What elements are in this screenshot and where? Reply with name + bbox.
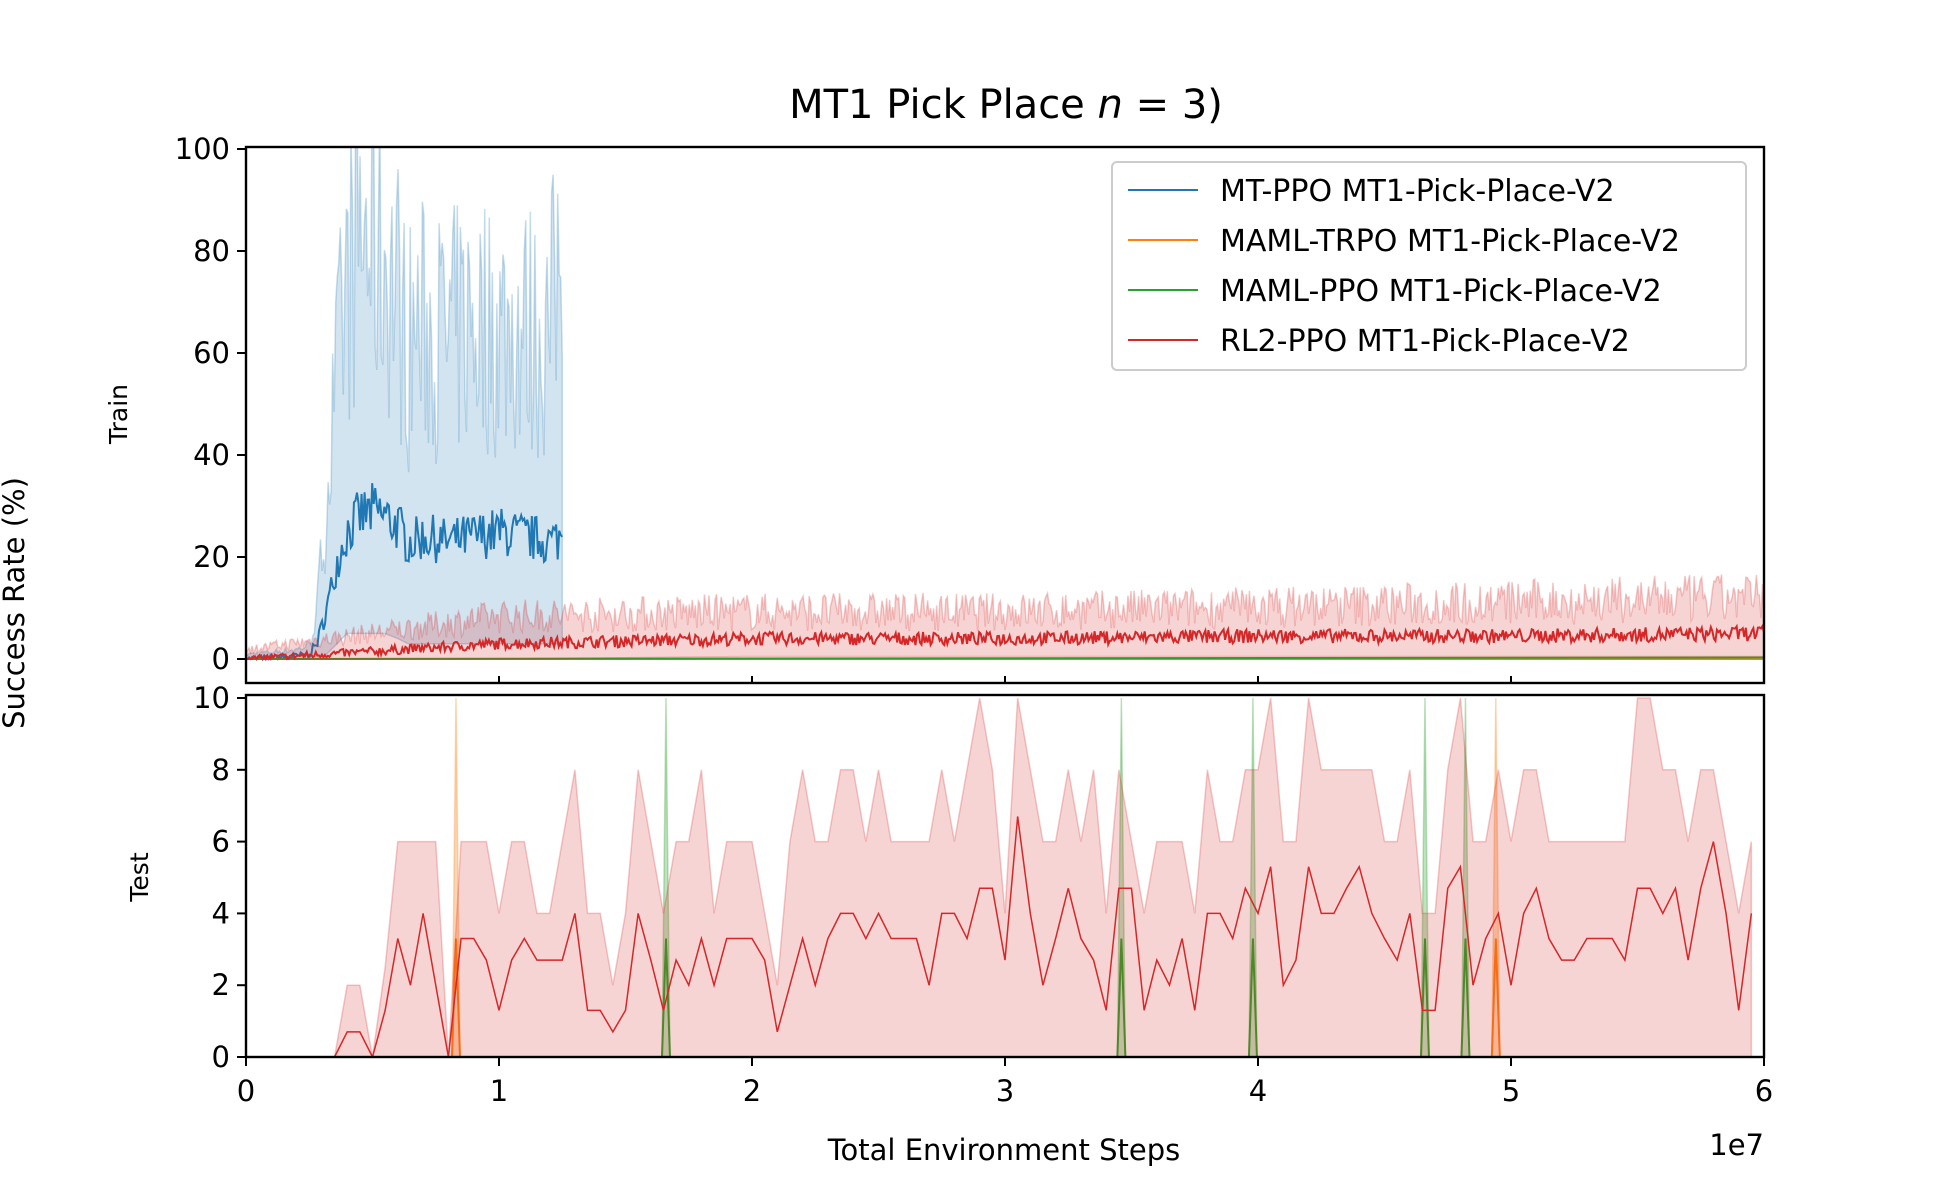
test-plot-area: 0 2 4 6 8 10 0 1 2 3 4 5 6 bbox=[193, 681, 1773, 1108]
legend-label: MT-PPO MT1-Pick-Place-V2 bbox=[1220, 174, 1615, 209]
legend-label: MAML-TRPO MT1-Pick-Place-V2 bbox=[1220, 224, 1680, 259]
y-tick-label: 80 bbox=[193, 234, 230, 268]
legend: MT-PPO MT1-Pick-Place-V2 MAML-TRPO MT1-Pi… bbox=[1111, 161, 1747, 371]
test-line-maml-ppo-mt1-pick-place-v2-4 bbox=[1460, 938, 1471, 1057]
test-line-maml-ppo-mt1-pick-place-v2-2 bbox=[1247, 938, 1258, 1057]
x-tick-label: 1 bbox=[490, 1074, 508, 1108]
x-axis-multiplier: 1e7 bbox=[1709, 1128, 1764, 1162]
x-axis-label: Total Environment Steps bbox=[827, 1133, 1180, 1167]
y-tick-label: 20 bbox=[193, 540, 230, 574]
y-tick-label: 10 bbox=[193, 681, 230, 715]
train-line-maml-ppo-mt1-pick-place-v2 bbox=[246, 656, 1764, 660]
test-line-maml-ppo-mt1-pick-place-v2-1 bbox=[1116, 938, 1127, 1057]
legend-label: RL2-PPO MT1-Pick-Place-V2 bbox=[1220, 324, 1630, 359]
test-line-maml-trpo-mt1-pick-place-v2-1 bbox=[1490, 938, 1501, 1057]
test-line-maml-ppo-mt1-pick-place-v2-3 bbox=[1419, 938, 1430, 1057]
y-tick-label: 60 bbox=[193, 336, 230, 370]
test-line-rl2-ppo-mt1-pick-place-v2 bbox=[246, 816, 1753, 1057]
train-line-rl2-ppo-mt1-pick-place-v2 bbox=[246, 623, 1764, 662]
train-plot-area: 0 20 40 60 80 100 bbox=[175, 132, 1766, 685]
test-band-maml-ppo-mt1-pick-place-v2-3 bbox=[1420, 697, 1430, 1057]
test-band-maml-ppo-mt1-pick-place-v2-0 bbox=[661, 697, 671, 1057]
test-band-maml-trpo-mt1-pick-place-v2-1 bbox=[1491, 697, 1501, 1057]
y-tick-label: 4 bbox=[212, 896, 230, 930]
x-tick-label: 5 bbox=[1502, 1074, 1520, 1108]
x-tick-label: 2 bbox=[743, 1074, 761, 1108]
chart-title-variable: n bbox=[1098, 82, 1123, 128]
test-band-maml-ppo-mt1-pick-place-v2-2 bbox=[1248, 697, 1258, 1057]
y-axis-label: Success Rate (%) bbox=[0, 477, 31, 729]
y-tick-label: 0 bbox=[212, 642, 230, 676]
plot-series-group bbox=[246, 697, 1753, 1057]
x-tick-label: 4 bbox=[1249, 1074, 1267, 1108]
test-panel-label: Test bbox=[125, 852, 154, 902]
y-tick-label: 100 bbox=[175, 132, 230, 166]
y-tick-label: 2 bbox=[212, 968, 230, 1002]
x-tick-label: 0 bbox=[237, 1074, 255, 1108]
chart-title-suffix: = 3) bbox=[1123, 82, 1223, 128]
chart-title-prefix: MT1 Pick Place bbox=[789, 82, 1097, 128]
train-panel-label: Train bbox=[104, 384, 133, 445]
y-tick-label: 8 bbox=[212, 753, 230, 787]
plot-series-group bbox=[246, 147, 1764, 662]
y-tick-label: 40 bbox=[193, 438, 230, 472]
test-band-maml-ppo-mt1-pick-place-v2-4 bbox=[1460, 697, 1471, 1057]
legend-frame bbox=[1111, 161, 1747, 371]
test-band-rl2-ppo-mt1-pick-place-v2 bbox=[246, 697, 1753, 1057]
chart-title: MT1 Pick Place n = 3) bbox=[789, 82, 1223, 128]
x-tick-label: 3 bbox=[996, 1074, 1014, 1108]
test-line-maml-ppo-mt1-pick-place-v2-0 bbox=[660, 938, 671, 1057]
y-tick-label: 0 bbox=[212, 1040, 230, 1074]
y-tick-label: 6 bbox=[212, 825, 230, 859]
x-tick-label: 6 bbox=[1755, 1074, 1773, 1108]
test-band-maml-ppo-mt1-pick-place-v2-1 bbox=[1116, 697, 1127, 1057]
legend-label: MAML-PPO MT1-Pick-Place-V2 bbox=[1220, 274, 1662, 309]
